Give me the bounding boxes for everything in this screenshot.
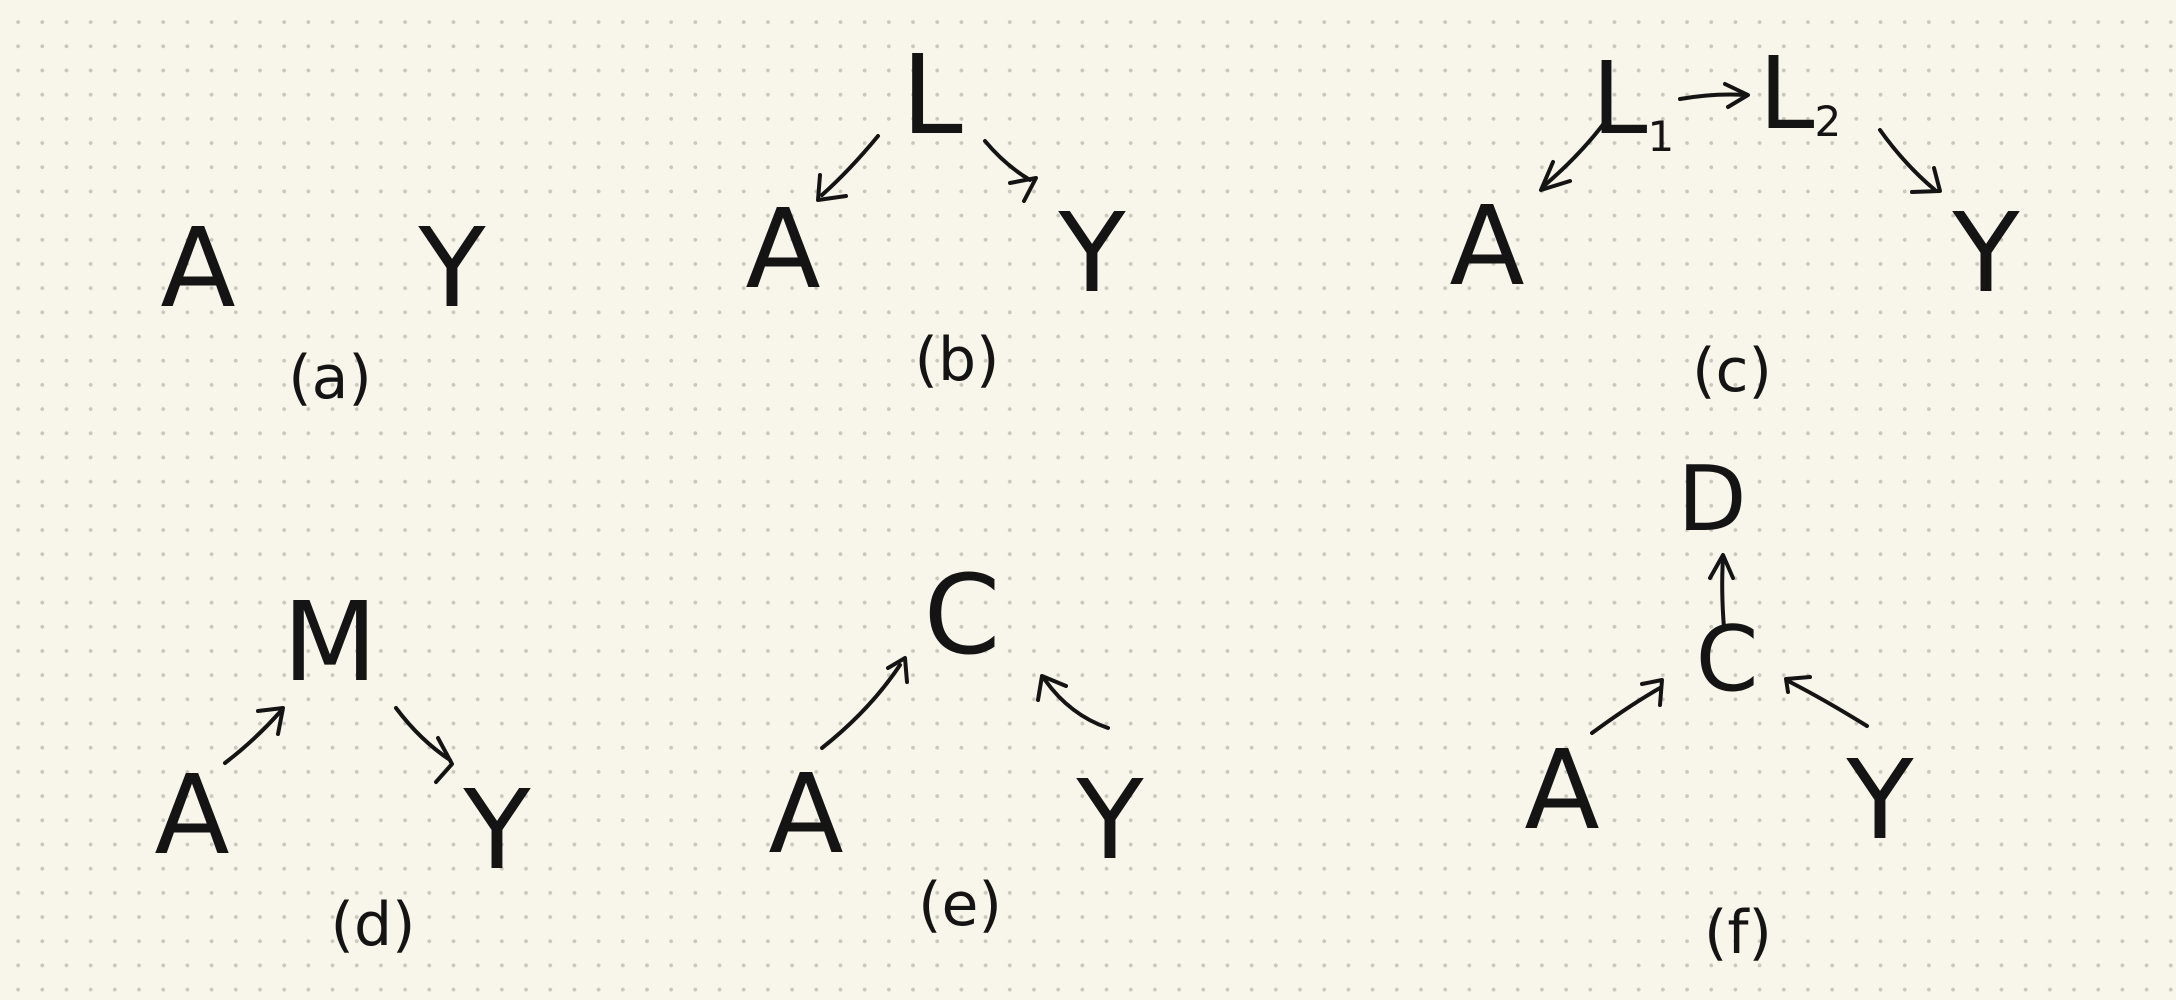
edge-b-L-to-A — [816, 134, 880, 202]
node-f-Y: Y — [1845, 736, 1914, 864]
caption-c: (c) — [1692, 336, 1772, 406]
edge-f-A-to-C — [1590, 678, 1664, 735]
edge-c-L2-to-Y — [1878, 128, 1942, 194]
caption-b: (b) — [915, 325, 1000, 395]
caption-e: (e) — [918, 870, 1002, 940]
node-f-A: A — [1524, 726, 1599, 854]
node-c-Y: Y — [1951, 189, 2020, 317]
diagram-e: C A Y (e) — [768, 551, 1144, 940]
node-d-Y: Y — [462, 766, 531, 894]
edge-d-M-to-Y — [394, 706, 454, 784]
node-e-C: C — [924, 551, 1001, 679]
edge-e-Y-to-C — [1036, 674, 1110, 730]
node-b-L: L — [901, 31, 962, 159]
diagram-d: M A Y (d) — [154, 578, 531, 960]
node-c-L2: L2 — [1759, 35, 1841, 152]
node-d-A: A — [154, 751, 229, 879]
edge-d-A-to-M — [223, 706, 285, 765]
node-c-A: A — [1449, 182, 1524, 310]
edge-c-L1-to-L2 — [1678, 82, 1750, 109]
caption-f: (f) — [1704, 898, 1772, 968]
diagram-f: D C A Y (f) — [1524, 447, 1914, 968]
diagram-a: A Y (a) — [160, 204, 486, 413]
node-f-C: C — [1696, 607, 1759, 712]
edge-e-A-to-C — [820, 656, 909, 750]
caption-a: (a) — [288, 343, 372, 413]
diagram-c: L1 L2 A Y (c) — [1449, 35, 2020, 406]
node-e-Y: Y — [1075, 756, 1144, 884]
edge-c-L1-to-A — [1539, 120, 1607, 192]
node-e-A: A — [768, 750, 843, 878]
edge-b-L-to-Y — [983, 139, 1038, 203]
node-c-L1: L1 — [1592, 40, 1674, 161]
node-b-A: A — [745, 185, 820, 313]
node-a-Y: Y — [417, 204, 486, 332]
caption-d: (d) — [331, 890, 416, 960]
edge-f-Y-to-C — [1784, 675, 1869, 728]
edge-f-C-to-D — [1708, 553, 1735, 630]
node-f-D: D — [1677, 447, 1746, 552]
diagram-b: L A Y (b) — [745, 31, 1126, 395]
node-a-A: A — [160, 204, 235, 332]
node-b-Y: Y — [1057, 189, 1126, 317]
node-d-M: M — [283, 578, 378, 706]
